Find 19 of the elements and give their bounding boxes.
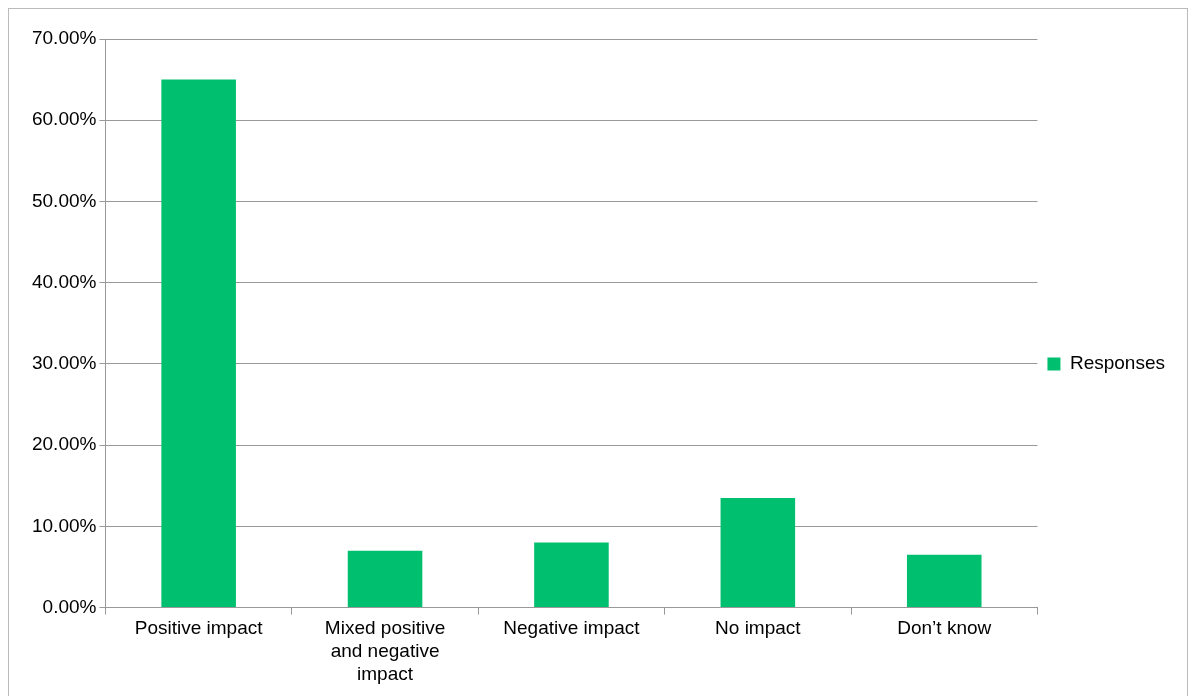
bar [534,542,609,608]
y-tick-label: 30.00% [31,352,97,374]
bar [720,497,796,608]
x-tick-label: Don’t know [897,617,992,639]
y-tick-label: 0.00% [42,595,97,617]
bar [161,79,236,608]
x-tick-label: No impact [715,617,802,639]
y-tick-label: 20.00% [31,433,97,455]
x-tick-label: Mixed positive and negative impact [324,617,446,684]
x-tick-label: Negative impact [503,617,641,639]
y-tick-label: 40.00% [31,270,97,292]
bar [347,550,423,608]
y-tick-label: 10.00% [31,514,97,536]
legend-label: Responses [1069,352,1166,374]
y-tick-label: 60.00% [31,108,97,130]
x-tick-label: Positive impact [134,617,264,639]
bar [906,554,982,608]
y-tick-label: 50.00% [31,189,97,211]
y-tick-label: 70.00% [31,27,97,49]
